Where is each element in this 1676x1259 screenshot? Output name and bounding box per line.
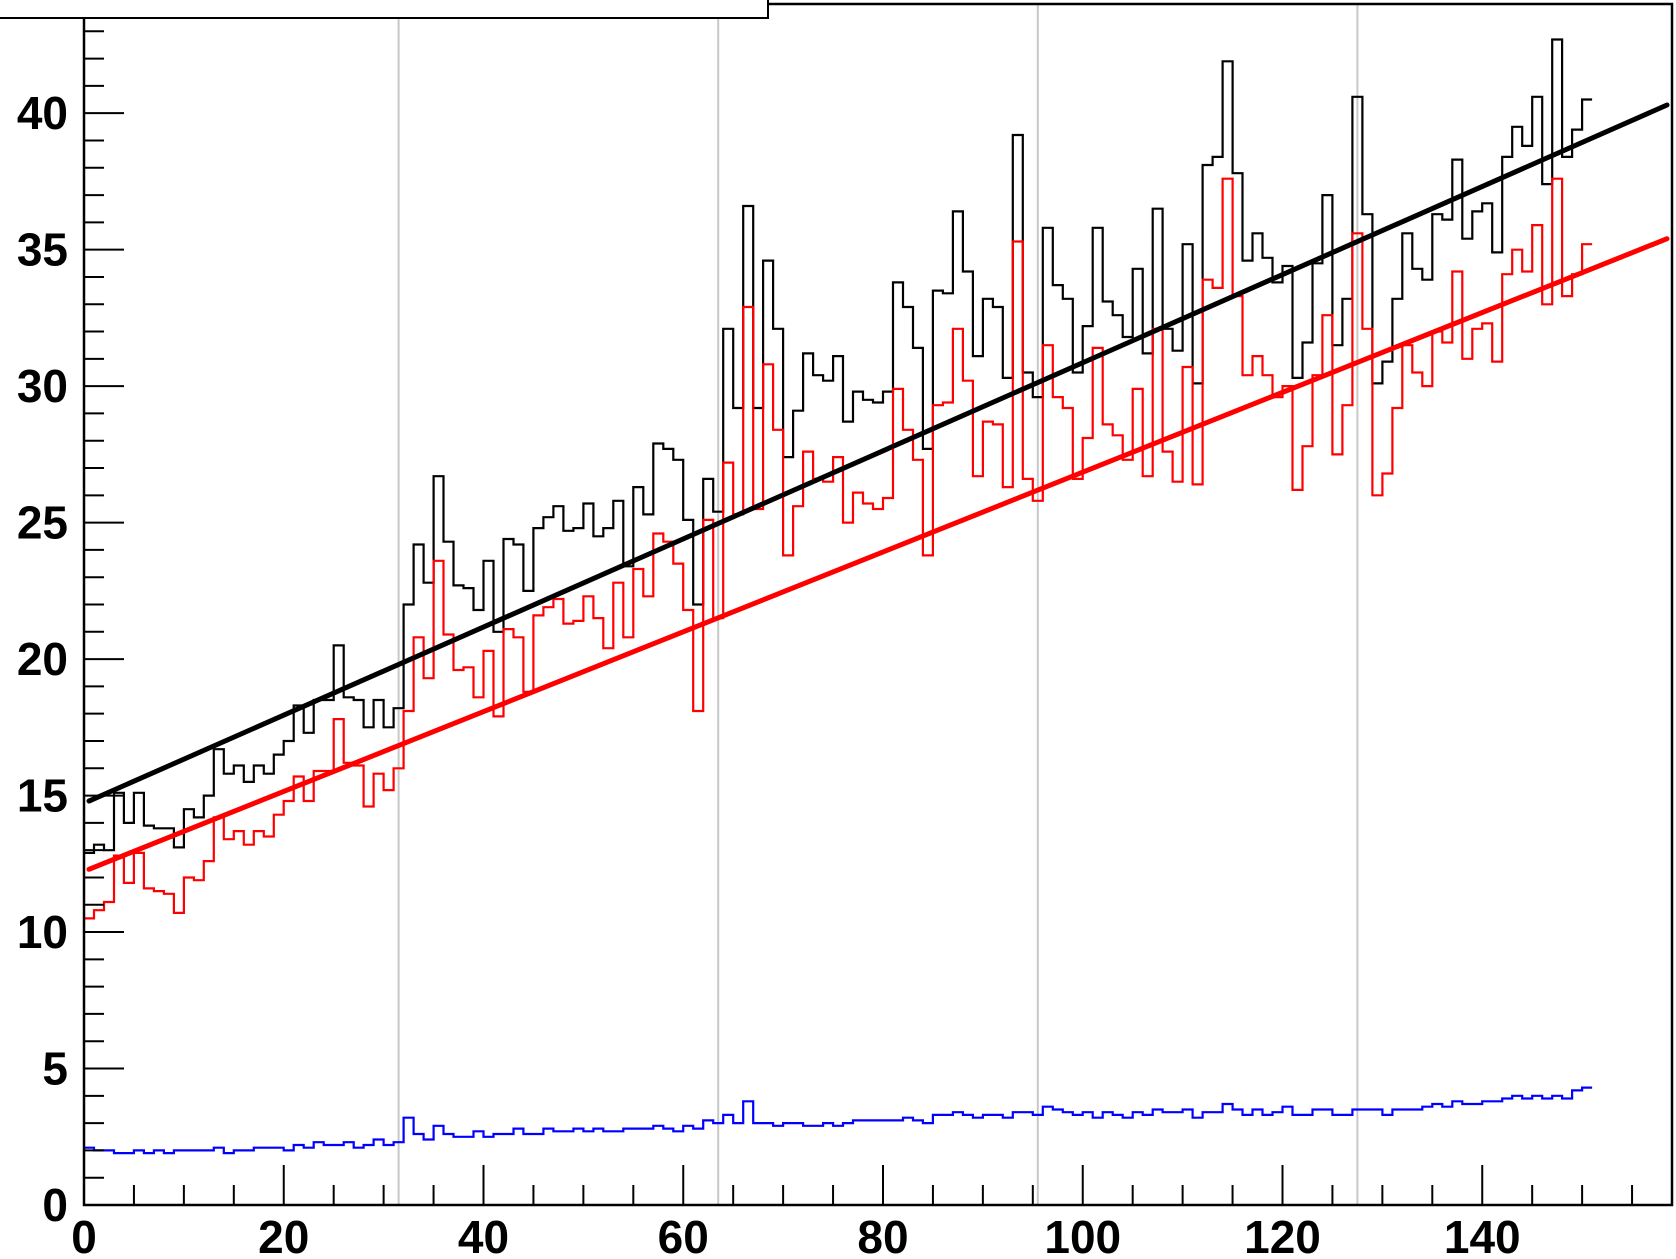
y-tick-label-20: 20 [17, 633, 68, 685]
y-tick-label-15: 15 [17, 770, 68, 822]
fit-line-1 [86, 236, 1670, 872]
y-tick-label-30: 30 [17, 360, 68, 412]
fit-line-0 [86, 102, 1670, 804]
stats-box [0, 0, 769, 19]
x-tick-label-140: 140 [1444, 1211, 1521, 1259]
gridlines [397, 4, 1359, 1205]
stats-box-frame [0, 0, 769, 19]
y-tick-label-10: 10 [17, 906, 68, 958]
y-tick-label-35: 35 [17, 224, 68, 276]
x-tick-label-20: 20 [258, 1211, 309, 1259]
x-tick-label-40: 40 [458, 1211, 509, 1259]
histogram-series-1 [84, 177, 1593, 920]
axes [82, 2, 1674, 1207]
x-tick-label-100: 100 [1044, 1211, 1121, 1259]
x-tick-label-60: 60 [658, 1211, 709, 1259]
x-tick-label-120: 120 [1244, 1211, 1321, 1259]
y-tick-label-40: 40 [17, 87, 68, 139]
y-tick-label-5: 5 [42, 1043, 68, 1095]
x-tick-label-80: 80 [857, 1211, 908, 1259]
y-tick-label-0: 0 [42, 1179, 68, 1231]
fit-lines [86, 102, 1670, 872]
tick-labels: 0 20 40 60 80 100 120 140 0 5 10 15 20 25 30 35 40 [17, 87, 1521, 1259]
histogram-series-2 [84, 1086, 1593, 1155]
x-tick-label-0: 0 [71, 1211, 97, 1259]
y-tick-label-25: 25 [17, 497, 68, 549]
